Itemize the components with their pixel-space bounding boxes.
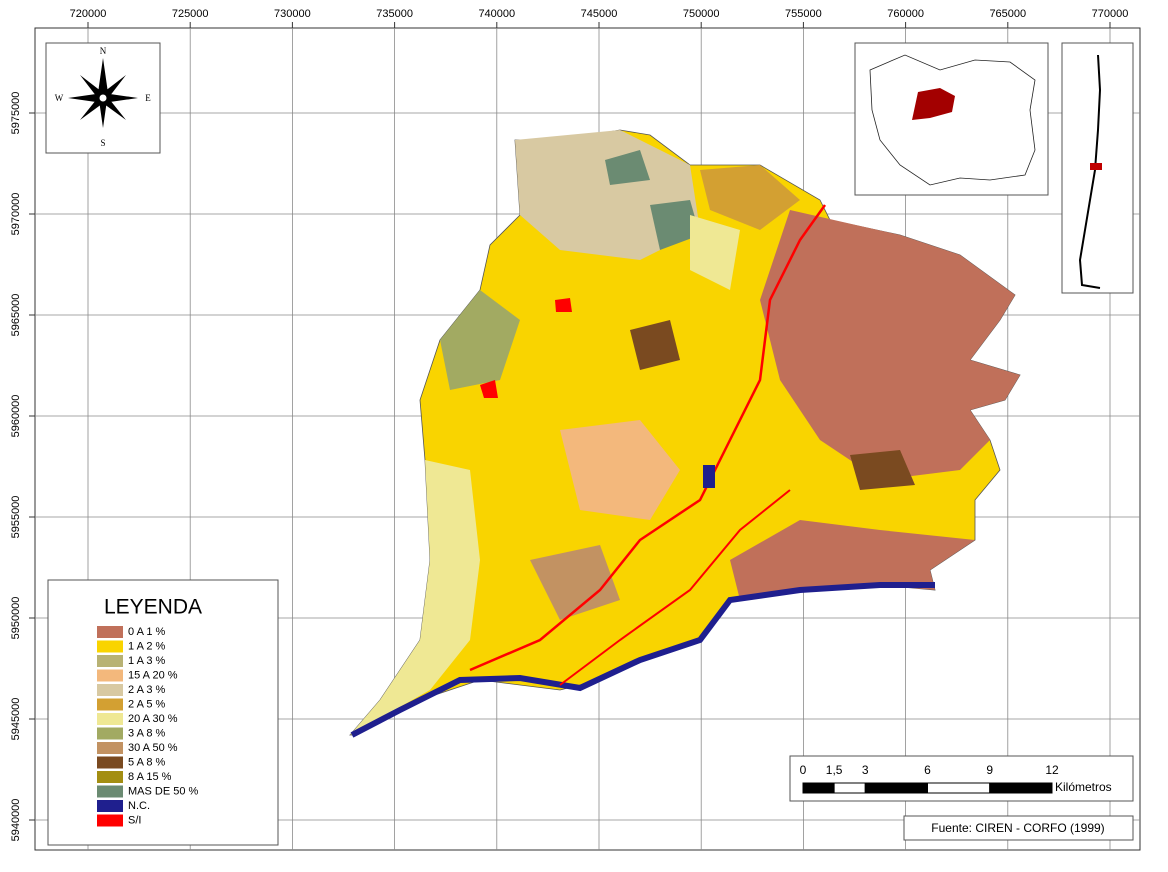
compass-e: E	[145, 93, 151, 103]
legend-label: 1 A 3 %	[128, 655, 166, 667]
scale-segment	[989, 782, 1053, 794]
scale-label: 12	[1045, 763, 1059, 777]
scale-label: 9	[986, 763, 993, 777]
x-tick-label: 720000	[70, 8, 107, 20]
legend-items: 0 A 1 % 1 A 2 % 1 A 3 % 15 A 20 % 2 A 3 % 2 A…	[97, 626, 199, 827]
x-tick-label: 760000	[887, 8, 924, 20]
basin	[349, 129, 1021, 738]
patch	[690, 215, 740, 290]
legend-swatch	[97, 800, 123, 812]
patch	[605, 150, 650, 185]
nc-band	[350, 582, 935, 738]
legend-swatch	[97, 727, 123, 740]
legend-label: 8 A 15 %	[128, 771, 172, 783]
scale-unit: Kilómetros	[1055, 780, 1112, 794]
y-tick-label: 5950000	[10, 597, 22, 640]
y-tick-label: 5945000	[10, 698, 22, 741]
x-tick-label: 735000	[376, 8, 413, 20]
scale-label: 3	[862, 763, 869, 777]
patch	[480, 380, 498, 398]
legend-swatch	[97, 814, 123, 827]
legend-swatch	[97, 669, 123, 682]
legend-label: N.C.	[128, 800, 150, 812]
compass-w: W	[55, 93, 64, 103]
y-tick-label: 5960000	[10, 395, 22, 438]
patch	[440, 290, 520, 390]
patch	[850, 450, 915, 490]
legend-swatch	[97, 655, 123, 667]
legend-swatch	[97, 698, 123, 711]
x-tick-label: 730000	[274, 8, 311, 20]
patch	[700, 165, 800, 230]
legend-title: LEYENDA	[104, 596, 202, 619]
scale-label: 6	[924, 763, 931, 777]
scale-label: 0	[800, 763, 807, 777]
legend-label: 20 A 30 %	[128, 713, 178, 725]
legend-label: 0 A 1 %	[128, 626, 166, 638]
legend-label: 30 A 50 %	[128, 742, 178, 754]
legend-box	[47, 579, 279, 846]
legend-swatch	[97, 771, 123, 783]
legend-swatch	[97, 785, 123, 798]
patch	[560, 420, 680, 520]
x-tick-label: 750000	[683, 8, 720, 20]
patch	[650, 200, 700, 250]
inset-country-outline	[1078, 54, 1102, 289]
patch	[555, 298, 572, 312]
patch	[760, 210, 1020, 480]
compass-rose	[68, 58, 138, 128]
source-box	[903, 815, 1134, 841]
y-tick-label: 5940000	[10, 799, 22, 842]
inset-region-outline	[869, 54, 1036, 186]
compass-n: N	[100, 46, 107, 56]
legend-label: 2 A 3 %	[128, 684, 166, 696]
inset-region-highlight	[912, 88, 955, 120]
legend-swatch	[97, 713, 123, 725]
scale-segment	[864, 782, 928, 794]
compass-s: S	[100, 138, 105, 148]
scale-segment	[802, 782, 835, 794]
x-tick-label: 770000	[1092, 8, 1129, 20]
river	[559, 489, 791, 686]
legend-swatch	[97, 684, 123, 696]
scale-segment	[927, 782, 991, 794]
legend-label: 1 A 2 %	[128, 640, 166, 652]
y-tick-label: 5970000	[10, 193, 22, 236]
legend-swatch	[97, 640, 123, 653]
legend-label: 3 A 8 %	[128, 727, 166, 739]
patch	[730, 520, 975, 600]
scale-label: 1,5	[826, 763, 843, 777]
y-tick-label: 5965000	[10, 294, 22, 337]
patch	[703, 465, 715, 488]
y-tick-label: 5975000	[10, 92, 22, 135]
x-tick-label: 765000	[989, 8, 1026, 20]
patch	[530, 545, 620, 620]
legend-label: MAS DE 50 %	[128, 785, 199, 797]
x-tick-label: 740000	[478, 8, 515, 20]
source: Fuente: CIREN - CORFO (1999)	[931, 821, 1104, 835]
legend-label: S/I	[128, 814, 141, 826]
legend-label: 2 A 5 %	[128, 698, 166, 710]
x-tick-label: 725000	[172, 8, 209, 20]
scale-bar: 0 1,5 3 6 9 12	[800, 763, 1059, 794]
legend-label: 15 A 20 %	[128, 669, 178, 681]
x-tick-label: 745000	[581, 8, 618, 20]
patch	[630, 320, 680, 370]
legend-label: 5 A 8 %	[128, 756, 166, 768]
y-tick-label: 5955000	[10, 496, 22, 539]
legend-swatch	[97, 756, 123, 769]
patch	[350, 460, 480, 735]
inset-country-highlight	[1090, 163, 1102, 170]
legend-swatch	[97, 626, 123, 638]
x-tick-label: 755000	[785, 8, 822, 20]
scale-segment	[833, 782, 866, 794]
legend-swatch	[97, 742, 123, 754]
patch	[515, 130, 700, 260]
